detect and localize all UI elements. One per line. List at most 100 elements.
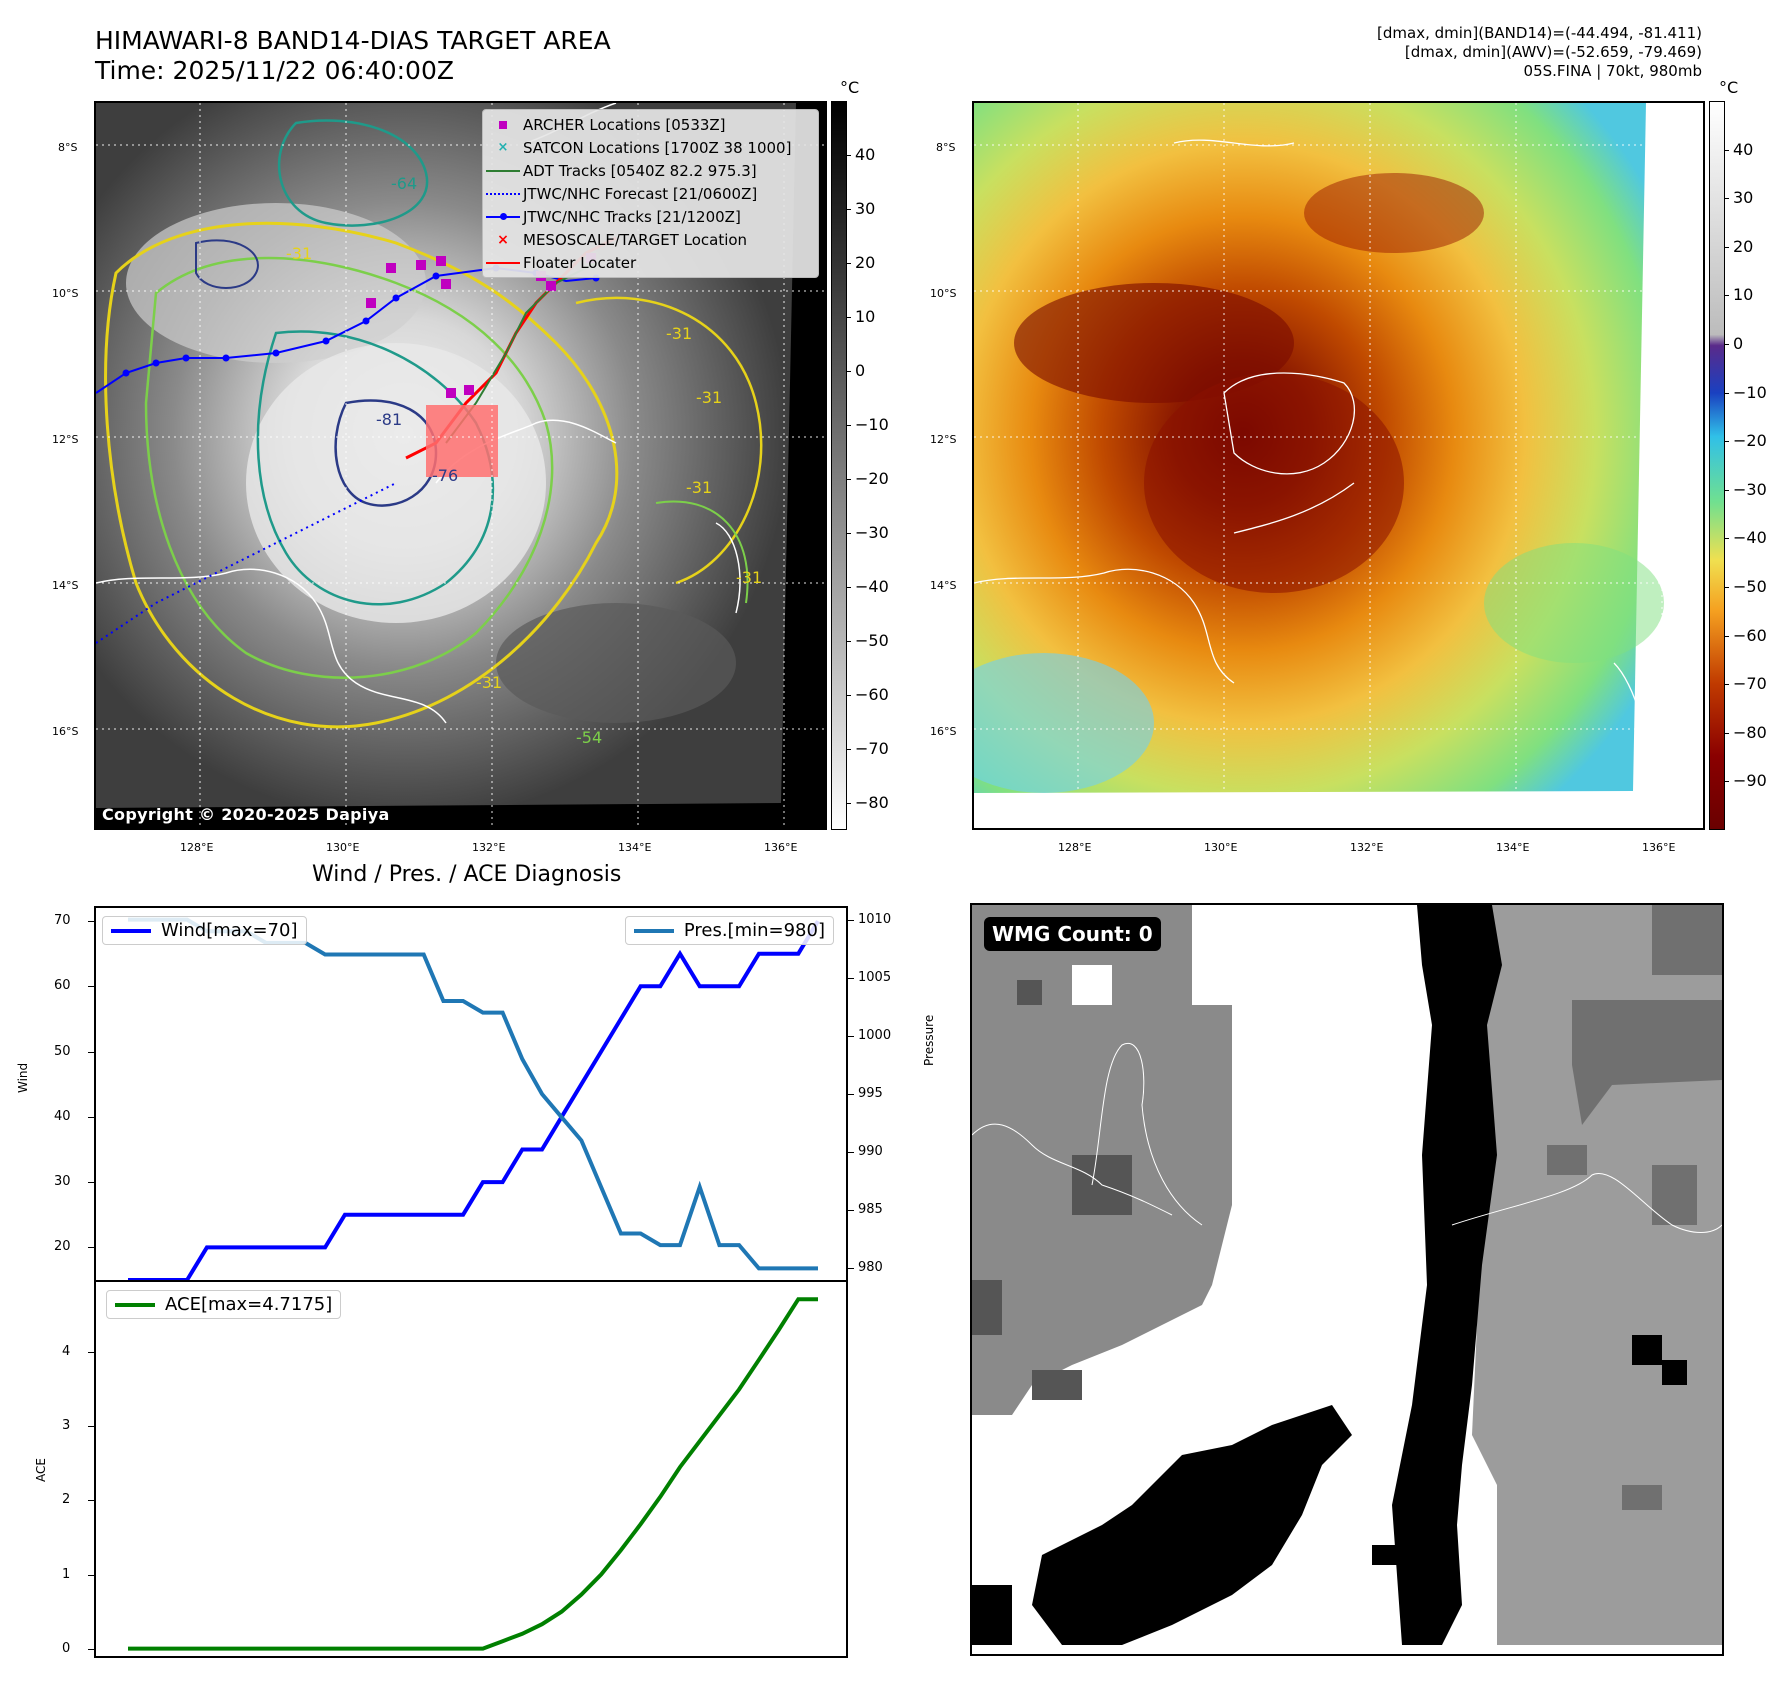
colorbar-tick-mark	[846, 155, 851, 156]
wmg-image	[972, 905, 1722, 1645]
lon-label: 128°E	[1058, 841, 1092, 854]
pressure-tick-label: 995	[858, 1086, 883, 1101]
line-icon	[633, 928, 674, 933]
colorbar-tick-mark	[1724, 732, 1729, 734]
lon-label: 132°E	[1350, 841, 1384, 854]
dotted-line-icon	[486, 192, 520, 195]
colorbar-tick-mark	[846, 641, 851, 642]
ace-tick-mark	[88, 1500, 94, 1502]
colorbar-tick-mark	[1724, 295, 1729, 297]
colorbar-tick-mark	[1724, 684, 1729, 686]
colorbar-tick-label: −50	[1733, 577, 1767, 596]
colorbar-tick-mark	[846, 695, 851, 696]
colorbar-tick-mark	[1724, 149, 1729, 151]
line-icon	[115, 1302, 155, 1307]
chart-title: HIMAWARI-8 BAND14-DIAS TARGET AREA	[95, 26, 611, 55]
wind-tick-label: 60	[54, 978, 71, 994]
colorbar-tick-label: −30	[855, 523, 889, 542]
wind-series-line	[128, 920, 820, 1280]
legend-item-archer: ARCHER Locations [0533Z]	[483, 113, 818, 136]
contour-label: -31	[476, 673, 502, 692]
right-colorbar	[1709, 101, 1725, 830]
lat-label: 12°S	[52, 433, 79, 446]
wind-legend: Wind[max=70]	[102, 916, 307, 945]
wind-tick-label: 50	[54, 1043, 71, 1059]
lon-label: 136°E	[1642, 841, 1676, 854]
lon-label: 128°E	[180, 841, 214, 854]
lon-label: 130°E	[1204, 841, 1238, 854]
colorbar-tick-mark	[1724, 489, 1729, 491]
contour-label: -31	[686, 478, 712, 497]
colorbar-tick-mark	[846, 209, 851, 210]
colorbar-tick-mark	[1724, 441, 1729, 443]
pressure-tick-label: 1010	[858, 911, 892, 927]
lon-label: 130°E	[326, 841, 360, 854]
colorbar-tick-mark	[1724, 587, 1729, 588]
contour-label: -31	[286, 244, 312, 263]
colorbar-tick-label: −40	[855, 577, 889, 596]
contour-label: -31	[666, 324, 692, 343]
legend-item-mesoscale: × MESOSCALE/TARGET Location	[483, 228, 818, 251]
colorbar-tick-mark	[846, 533, 851, 534]
diagnosis-title: Wind / Pres. / ACE Diagnosis	[312, 862, 622, 887]
colorbar-tick-mark	[846, 479, 851, 480]
lat-label: 16°S	[52, 725, 79, 738]
pressure-tick-label: 990	[858, 1144, 883, 1160]
colorbar-tick-label: 10	[1733, 285, 1754, 305]
wind-pressure-plot	[128, 917, 820, 1280]
dot-marker-icon	[499, 213, 507, 220]
colorbar-tick-label: 40	[1733, 139, 1754, 159]
lat-label: 14°S	[52, 579, 79, 592]
ace-tick-label: 2	[62, 1492, 71, 1508]
lat-label: 10°S	[52, 287, 79, 300]
contour-label: -31	[736, 568, 762, 587]
pressure-tick-label: 980	[858, 1260, 883, 1276]
lat-label: 16°S	[930, 725, 957, 738]
ace-tick-label: 3	[62, 1418, 71, 1434]
pressure-tick-mark	[848, 977, 854, 979]
wind-tick-label: 30	[54, 1174, 71, 1190]
colorbar-tick-label: −60	[1733, 625, 1767, 645]
ace-tick-mark	[88, 1574, 94, 1576]
wind-tick-mark	[88, 1051, 94, 1053]
ace-tick-label: 0	[62, 1640, 71, 1656]
legend-item-satcon: × SATCON Locations [1700Z 38 1000]	[483, 136, 818, 159]
colorbar-tick-label: −30	[1733, 479, 1767, 499]
pressure-tick-mark	[848, 1152, 854, 1154]
colorbar-tick-mark	[1724, 538, 1729, 540]
colorbar-tick-mark	[846, 587, 851, 588]
ace-tick-mark	[88, 1648, 94, 1650]
colorbar-tick-label: −90	[1733, 771, 1767, 791]
wind-tick-mark	[88, 1182, 94, 1184]
legend-item-floater: Floater Locater	[483, 251, 818, 274]
colorbar-tick-mark	[846, 425, 851, 426]
colorbar-tick-label: 20	[855, 253, 876, 272]
colorbar-tick-label: −10	[855, 415, 889, 434]
colorbar-tick-mark	[1724, 198, 1729, 200]
wmg-count-badge: WMG Count: 0	[984, 917, 1161, 951]
colorbar-tick-label: −70	[855, 739, 889, 758]
wind-tick-mark	[88, 1247, 94, 1249]
pressure-tick-label: 1000	[858, 1027, 892, 1043]
pressure-tick-mark	[848, 1094, 854, 1095]
colorbar-tick-mark	[846, 749, 851, 750]
colorbar-tick-mark	[846, 803, 851, 804]
wind-axis-label: Wind	[16, 1062, 30, 1093]
colorbar-tick-label: −80	[855, 793, 889, 812]
wind-tick-mark	[88, 986, 94, 988]
lat-label: 10°S	[930, 287, 957, 300]
pressure-tick-mark	[848, 1210, 854, 1212]
colorbar-unit: °C	[1719, 78, 1739, 97]
colorbar-tick-mark	[1724, 344, 1729, 345]
colorbar-tick-mark	[846, 317, 851, 318]
pressure-tick-label: 1005	[858, 969, 892, 985]
colorbar-unit: °C	[840, 78, 860, 97]
ace-axis-label: ACE	[34, 1458, 48, 1482]
ace-legend: ACE[max=4.7175]	[106, 1290, 342, 1319]
wind-tick-mark	[88, 1116, 94, 1118]
copyright-text: Copyright © 2020-2025 Dapiya	[102, 805, 390, 824]
info-awv: [dmax, dmin](AWV)=(-52.659, -79.469)	[1404, 43, 1702, 61]
ace-chart: ACE[max=4.7175]	[94, 1280, 848, 1658]
pressure-tick-mark	[848, 919, 854, 921]
wind-tick-label: 40	[54, 1108, 71, 1124]
